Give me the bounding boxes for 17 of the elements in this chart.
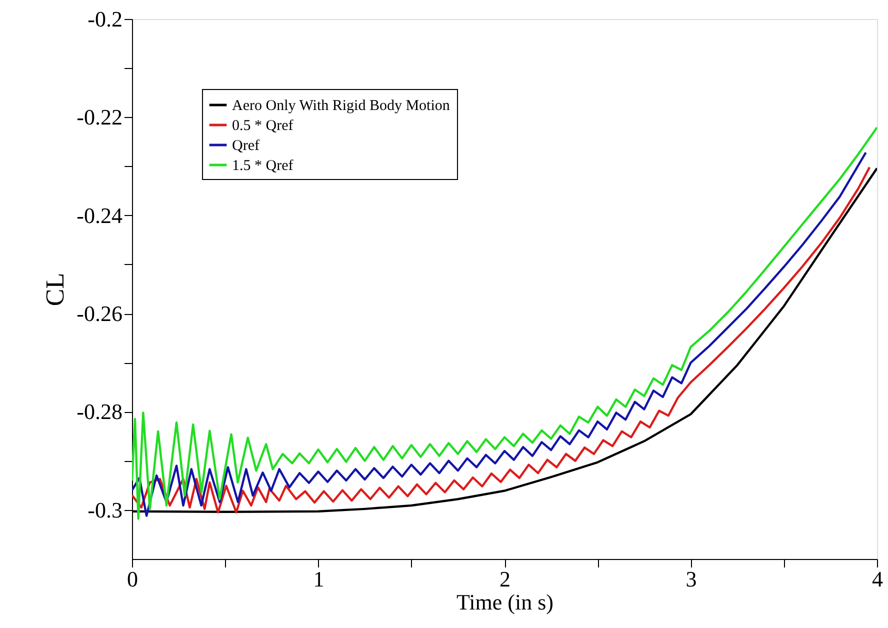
x-tick-label: 4: [872, 566, 883, 592]
y-tick-label: -0.28: [76, 399, 122, 424]
x-tick-label: 1: [313, 566, 324, 592]
x-tick-label: 3: [686, 566, 697, 592]
y-tick-label: -0.24: [76, 202, 122, 228]
y-tick-label: -0.22: [76, 104, 122, 130]
x-tick-label: 0: [127, 566, 138, 592]
x-tick-label: 2: [500, 566, 510, 592]
legend-label: 1.5 * Qref: [232, 158, 294, 174]
legend-label: Aero Only With Rigid Body Motion: [232, 98, 450, 114]
legend-label: 0.5 * Qref: [232, 118, 294, 134]
legend-label: Qref: [232, 138, 260, 154]
y-tick-label: -0.2: [88, 6, 122, 32]
x-axis-title: Time (in s): [456, 590, 554, 614]
y-tick-label: -0.26: [76, 301, 122, 326]
y-tick-label: -0.3: [88, 497, 122, 522]
y-axis-title: CL: [40, 272, 70, 306]
